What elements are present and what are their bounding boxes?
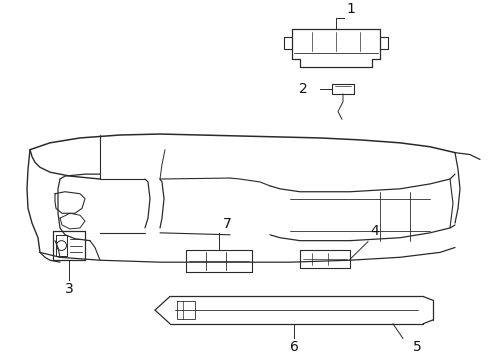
Text: 1: 1 [346,2,355,16]
Text: 2: 2 [299,82,308,96]
Text: 4: 4 [370,224,379,238]
Text: 3: 3 [65,282,74,296]
Text: 6: 6 [290,341,298,355]
Text: 7: 7 [223,217,232,231]
Text: 5: 5 [413,341,422,355]
